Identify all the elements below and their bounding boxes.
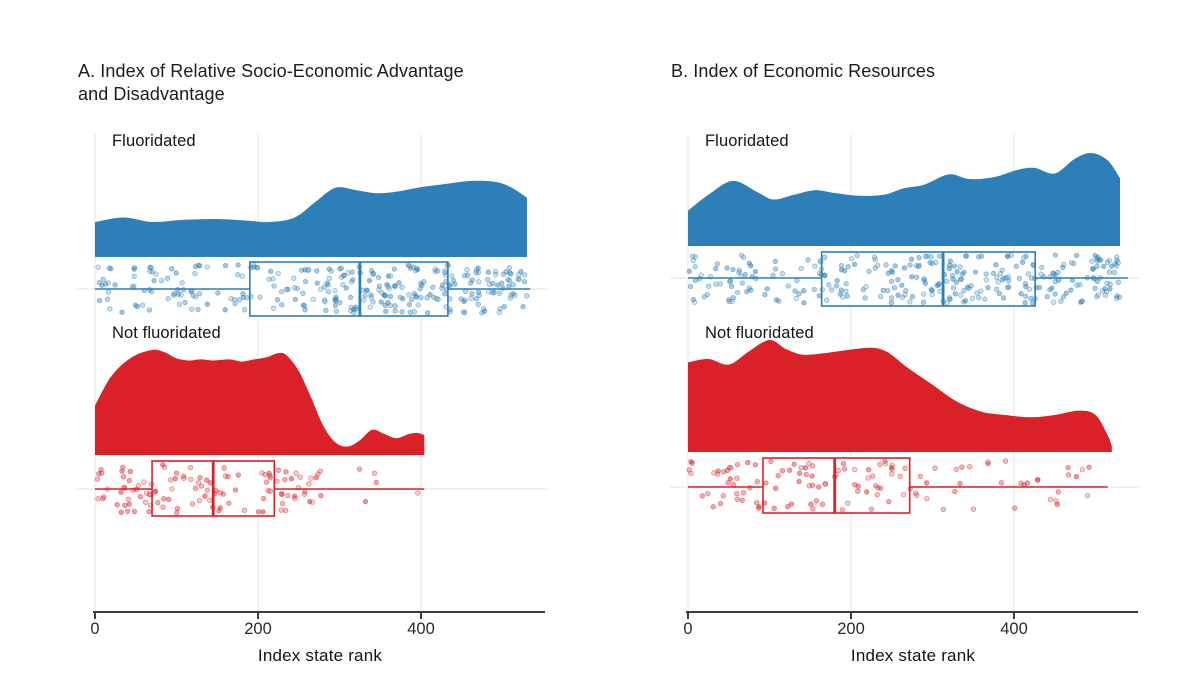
group-label-not-fluoridated: Not fluoridated [705,324,814,342]
x-axis [686,611,1138,619]
raincloud-not-fluoridated [686,339,1112,514]
group-label-fluoridated: Fluoridated [112,132,196,150]
panel-a-title: A. Index of Relative Socio-Economic Adva… [78,61,464,105]
x-tick-label-400: 400 [1000,620,1028,638]
panel-b-plot-svg [670,134,1140,619]
density-area [95,349,425,455]
x-tick-label-0: 0 [683,620,693,638]
box-iqr [762,457,911,514]
raincloud-fluoridated [95,180,531,317]
panel-b-title: B. Index of Economic Resources [671,61,936,81]
jitter-points [686,458,1092,513]
x-tick-label-200: 200 [837,620,865,638]
jitter-points [686,252,1123,306]
x-axis [93,611,545,619]
group-label-not-fluoridated: Not fluoridated [112,324,221,342]
panel-b: B. Index of Economic Resources Fluoridat… [593,0,1200,691]
panel-a: A. Index of Relative Socio-Economic Adva… [77,61,547,665]
panel-a-plot-svg [77,134,547,619]
density-area [688,152,1120,246]
density-area [95,180,527,257]
x-axis-title: Index state rank [850,646,976,665]
jitter-points [94,461,421,516]
x-tick-label-400: 400 [407,620,435,638]
x-axis-title: Index state rank [257,646,383,665]
jitter-points [95,262,530,316]
raincloud-not-fluoridated [94,349,425,517]
raincloud-fluoridated [686,152,1129,307]
group-label-fluoridated: Fluoridated [705,132,789,150]
x-tick-label-0: 0 [90,620,100,638]
x-tick-label-200: 200 [244,620,272,638]
density-area [688,339,1112,452]
